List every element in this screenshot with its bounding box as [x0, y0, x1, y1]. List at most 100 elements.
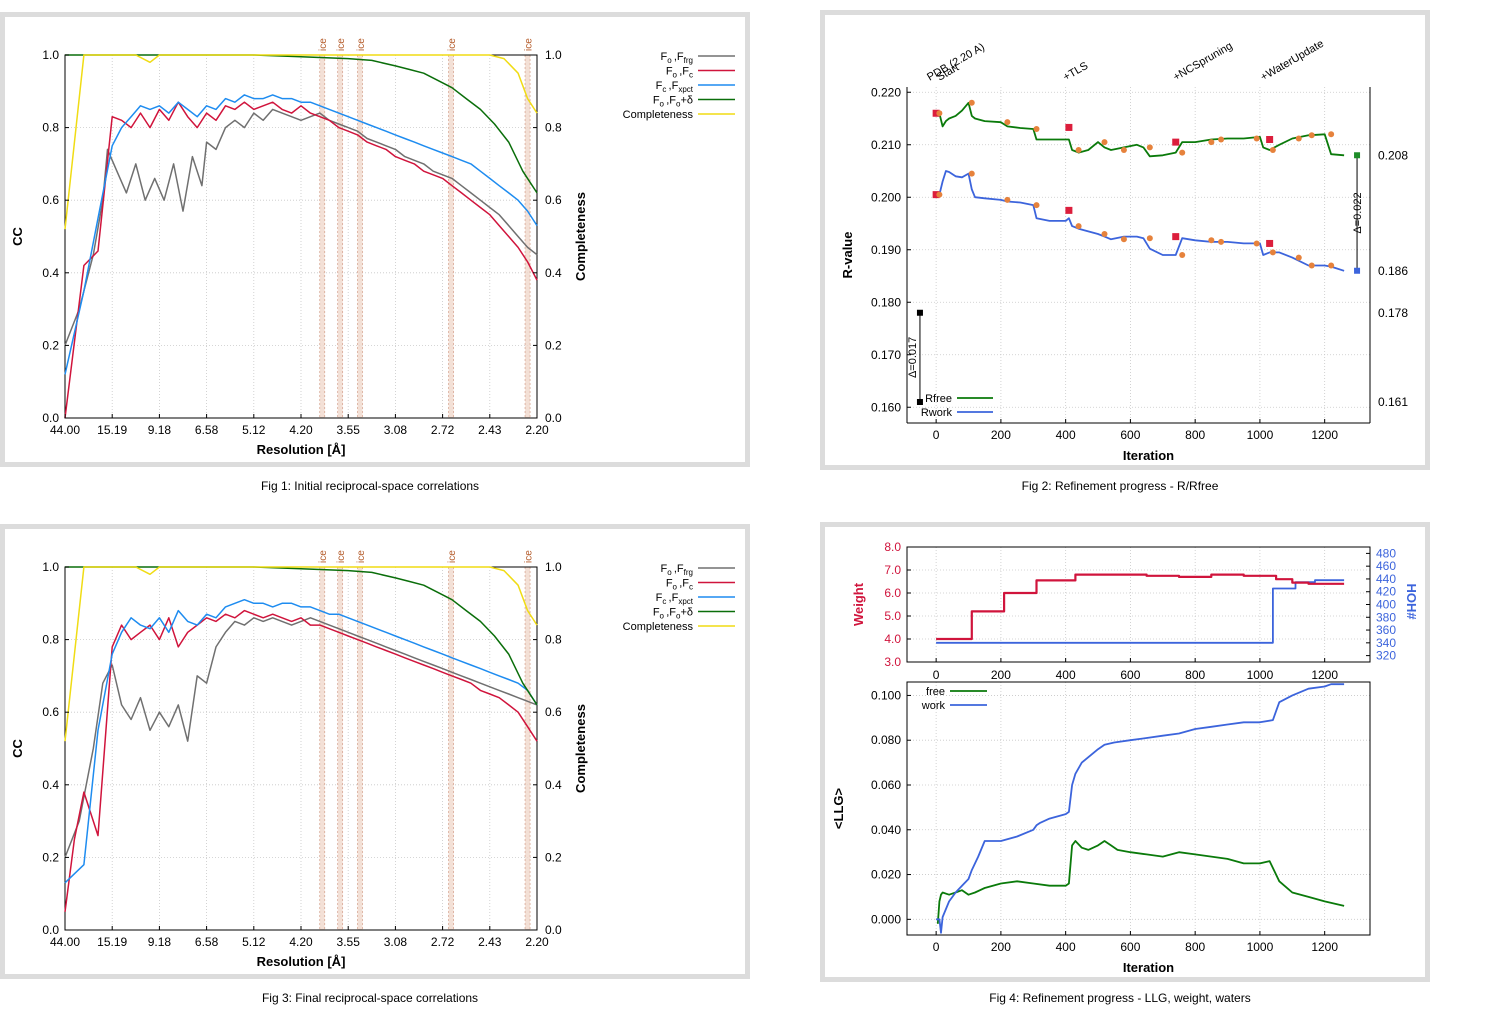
- fig3-panel: ice ice ice ice ice 44.00 15.19 9.18 6.58 5.12 4.2…: [0, 524, 750, 979]
- fig4-bottom-x-tick-label: 1000: [1247, 940, 1274, 954]
- fig2-y2-value-label: 0.161: [1378, 395, 1408, 409]
- fig1-y-axis-label: CC: [10, 227, 25, 246]
- fig1-y2-tick-label: 0.6: [545, 193, 562, 207]
- fig4-panel: 0 200 400 600 800 1000 1200 3.0 4.0 5.0 6.0 7.0 8.0 3…: [820, 522, 1430, 982]
- fig2-x-tick-label: 1200: [1311, 428, 1338, 442]
- fig2-rfree-dot: [1075, 147, 1082, 153]
- fig4-llg-tick-label: 0.100: [871, 688, 901, 702]
- fig3-y-tick-label: 0.6: [42, 705, 59, 719]
- fig3-series-line: [64, 598, 538, 884]
- fig2-rfree-dot: [1328, 131, 1335, 138]
- fig2-legend-label: Rwork: [921, 407, 953, 419]
- fig2-x-tick-label: 1000: [1247, 428, 1274, 442]
- fig1-x-tick-label: 5.12: [242, 423, 266, 437]
- fig1-series-line: [64, 101, 538, 419]
- fig2-rwork-dot: [1101, 231, 1108, 237]
- fig4-bottom-x-tick-label: 200: [991, 940, 1011, 954]
- fig1-x-tick-label: 2.20: [525, 423, 549, 437]
- fig2-rfree-checkpoint: [932, 109, 940, 117]
- fig1-x-axis-label: Resolution [Å]: [257, 442, 346, 457]
- fig3-x-tick-label: 2.20: [525, 935, 549, 949]
- fig3-ice-label: ice: [356, 550, 367, 563]
- fig2-x-tick-label: 600: [1120, 428, 1140, 442]
- fig4-hoh-axis-label: HOH#: [1404, 583, 1419, 620]
- fig2-rfree-dot: [1269, 147, 1276, 153]
- fig2-x-tick-label: 800: [1185, 428, 1205, 442]
- fig1-x-tick-label: 9.18: [148, 423, 172, 437]
- fig1-legend-label: Fo ,Fo+δ: [653, 95, 693, 109]
- fig3-y2-tick-label: 1.0: [545, 560, 562, 574]
- fig4-top-x-tick-label: 1000: [1247, 668, 1274, 682]
- fig1-y-tick-label: 1.0: [42, 48, 59, 62]
- fig4-bottom-x-tick-label: 400: [1056, 940, 1076, 954]
- fig2-delta-right-label: Δ=0.022: [1352, 192, 1364, 233]
- fig2-series-line: [936, 170, 1345, 272]
- fig2-rwork-dot: [1075, 223, 1082, 230]
- fig3-y2-tick-label: 0.2: [545, 850, 562, 864]
- fig4-llg-line: [936, 683, 1345, 934]
- fig2-rwork-dot: [1179, 252, 1186, 258]
- fig2-y-tick-label: 0.170: [871, 348, 901, 362]
- fig4-weight-tick-label: 5.0: [884, 609, 901, 623]
- fig1-ice-label: ice: [318, 38, 329, 51]
- fig1-series-line: [64, 108, 538, 346]
- fig2-rwork-checkpoint: [1172, 233, 1180, 241]
- fig1-y2-tick-label: 0.4: [545, 266, 562, 280]
- fig3-y-tick-label: 0.8: [42, 633, 59, 647]
- fig2-x-tick-label: 0: [933, 428, 940, 442]
- fig2-rwork-dot: [1004, 196, 1011, 203]
- fig2-rfree-dot: [1295, 135, 1302, 142]
- fig1-x-tick-label: 3.08: [384, 423, 408, 437]
- fig1-x-tick-label: 3.55: [337, 423, 361, 437]
- fig2-top-label: +WaterUpdate: [1259, 38, 1326, 84]
- fig4-llg-tick-label: 0.060: [871, 778, 901, 792]
- fig2-pdb-rwork-marker: [916, 399, 923, 405]
- fig4-legend-label: work: [921, 700, 946, 712]
- fig4-bottom-x-tick-label: 0: [933, 940, 940, 954]
- fig1-y-tick-label: 0.4: [42, 266, 59, 280]
- fig2-y-tick-label: 0.160: [871, 400, 901, 414]
- fig2-rwork-dot: [1269, 249, 1276, 256]
- fig4-hoh-tick-label: 380: [1376, 610, 1396, 624]
- fig4-weight-tick-label: 6.0: [884, 586, 901, 600]
- fig2-rfree-checkpoint: [1172, 138, 1180, 146]
- fig2-rfree-dot: [1253, 135, 1260, 142]
- fig2-y-axis-label: R-value: [840, 232, 855, 279]
- fig4-hoh-tick-label: 320: [1376, 649, 1396, 663]
- fig3-x-tick-label: 3.55: [337, 935, 361, 949]
- fig2-final-rwork-marker: [1354, 267, 1361, 274]
- fig3-x-tick-label: 2.43: [478, 935, 502, 949]
- fig1-ice-label: ice: [524, 38, 535, 51]
- fig2-rwork-dot: [1120, 236, 1127, 243]
- fig4-llg-tick-label: 0.020: [871, 868, 901, 882]
- fig2-rfree-dot: [1308, 132, 1315, 139]
- fig3-caption: Fig 3: Final reciprocal-space correlatio…: [261, 991, 479, 1005]
- fig2-rfree-dot: [1179, 149, 1186, 156]
- fig2-rwork-checkpoint: [932, 191, 940, 199]
- fig3-ice-band: [357, 567, 363, 930]
- fig1-y-tick-label: 0.6: [42, 193, 59, 207]
- fig2-rwork-dot: [936, 191, 943, 198]
- fig1-ice-band: [525, 55, 531, 418]
- fig3-y2-tick-label: 0.0: [545, 923, 562, 937]
- fig1-x-tick-label: 4.20: [289, 423, 313, 437]
- fig4-bottom-x-tick-label: 800: [1185, 940, 1205, 954]
- fig2-y2-value-label: 0.186: [1378, 264, 1408, 278]
- fig1-legend-label: Fo ,Fc: [666, 66, 693, 80]
- fig4-llg-line: [936, 840, 1345, 924]
- fig2-delta-left-label: Δ=0.017: [907, 337, 919, 378]
- fig1-ice-band: [319, 55, 325, 418]
- fig3-ice-label: ice: [447, 550, 458, 563]
- fig1-y2-tick-label: 0.2: [545, 338, 562, 352]
- fig4-top-x-tick-label: 800: [1185, 668, 1205, 682]
- fig3-y2-axis-label: Completeness: [573, 704, 588, 793]
- fig1-y2-tick-label: 1.0: [545, 48, 562, 62]
- fig2-rwork-dot: [1146, 235, 1153, 242]
- fig1-y-tick-label: 0.0: [42, 411, 59, 425]
- fig2-series-line: [936, 101, 1345, 158]
- fig3-y-tick-label: 0.4: [42, 778, 59, 792]
- fig1-y2-tick-label: 0.0: [545, 411, 562, 425]
- fig1-x-tick-label: 2.72: [431, 423, 455, 437]
